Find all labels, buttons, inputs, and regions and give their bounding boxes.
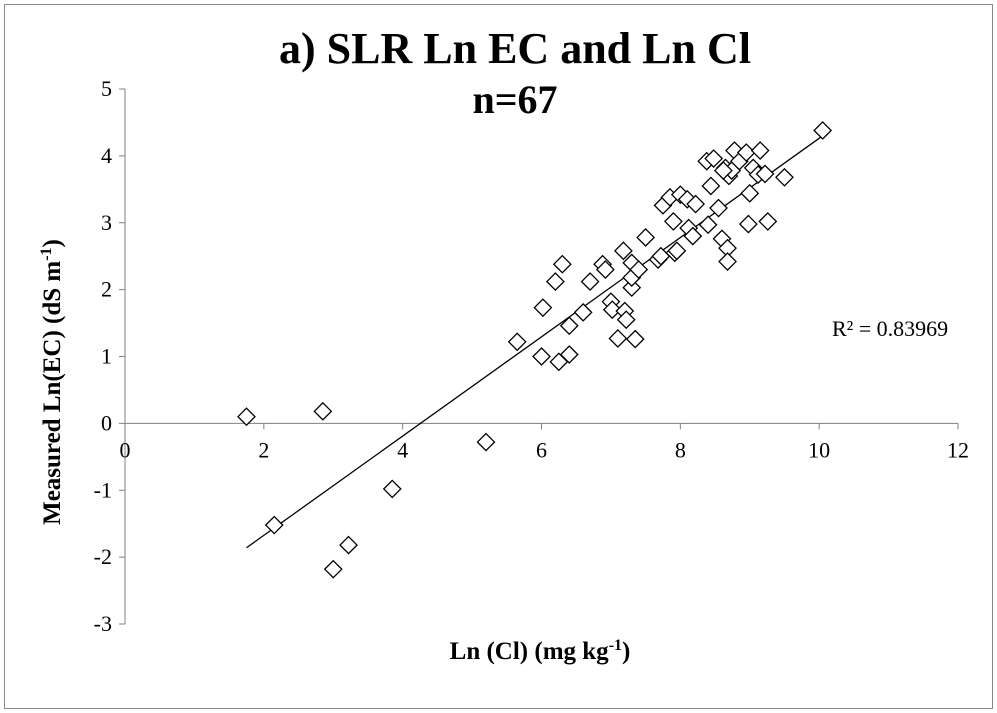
r-squared-label: R² = 0.83969	[832, 316, 948, 341]
data-point	[755, 164, 775, 184]
data-point	[339, 535, 358, 555]
data-point	[667, 241, 687, 261]
data-point	[559, 316, 579, 336]
x-tick-label: 2	[258, 437, 269, 462]
data-point	[237, 407, 256, 427]
data-point	[625, 329, 645, 349]
data-point	[476, 432, 496, 452]
data-point	[313, 401, 333, 421]
data-point	[738, 214, 758, 234]
data-point	[580, 272, 600, 292]
data-point	[608, 329, 628, 348]
data-point	[740, 183, 760, 203]
trendline	[246, 135, 824, 549]
y-tick-label: 1	[101, 344, 112, 369]
data-point	[663, 211, 683, 231]
y-tick-label: -1	[94, 477, 112, 502]
y-tick-label: 0	[101, 410, 112, 435]
data-point	[709, 198, 728, 218]
x-axis-title-main: Ln (Cl) (mg kg	[450, 638, 610, 665]
data-point	[701, 176, 721, 196]
data-point	[718, 252, 737, 271]
x-tick-label: 10	[808, 437, 830, 462]
data-point	[622, 278, 642, 298]
chart-title: a) SLR Ln EC and Ln Cl	[279, 24, 751, 73]
data-point	[704, 149, 724, 168]
y-tick-label: 2	[101, 277, 112, 302]
data-point	[713, 161, 733, 181]
y-axis-title-main: Measured Ln(EC) (dS m	[39, 261, 66, 525]
data-point	[382, 479, 402, 499]
x-axis-title: Ln (Cl) (mg kg-1)	[450, 637, 631, 665]
y-axis-ticks: 5 4 3 2 1 0 -1 -2 -3	[94, 76, 125, 636]
x-axis-ticks: 0 2 4 6 8 10 12	[120, 423, 969, 462]
data-point	[545, 272, 565, 292]
data-point	[602, 300, 622, 320]
y-tick-label: 3	[101, 210, 112, 235]
y-axis-title-sup: -1	[38, 247, 55, 260]
chart-frame	[4, 4, 993, 709]
data-point	[629, 260, 649, 279]
data-point	[775, 167, 794, 187]
x-tick-label: 0	[120, 437, 131, 462]
data-point	[758, 211, 778, 231]
chart-subtitle: n=67	[472, 77, 557, 122]
y-tick-label: -3	[94, 611, 112, 636]
data-point	[813, 121, 833, 140]
x-axis-title-end: )	[622, 638, 630, 665]
data-point	[698, 215, 718, 235]
data-point	[613, 241, 633, 261]
data-point	[264, 515, 284, 535]
data-points	[237, 121, 833, 579]
y-tick-label: 4	[101, 143, 112, 168]
y-axis-title-end: )	[39, 239, 66, 247]
data-point	[507, 332, 527, 352]
x-tick-label: 8	[675, 437, 686, 462]
data-point	[552, 254, 572, 274]
y-tick-label: -2	[94, 544, 112, 569]
y-tick-label: 5	[101, 76, 112, 101]
y-axis-title: Measured Ln(EC) (dS m-1)	[38, 239, 66, 525]
data-point	[323, 559, 343, 579]
x-axis-title-sup: -1	[609, 637, 622, 654]
data-point	[750, 141, 770, 160]
data-point	[532, 347, 551, 366]
data-point	[616, 310, 636, 330]
data-point	[636, 228, 656, 247]
data-point	[683, 226, 703, 246]
data-point	[595, 260, 615, 279]
data-point	[559, 345, 579, 364]
data-point	[573, 302, 593, 322]
x-tick-label: 12	[947, 437, 969, 462]
x-tick-label: 4	[397, 437, 408, 462]
data-point	[686, 194, 706, 214]
data-point	[533, 298, 553, 318]
x-tick-label: 6	[536, 437, 547, 462]
